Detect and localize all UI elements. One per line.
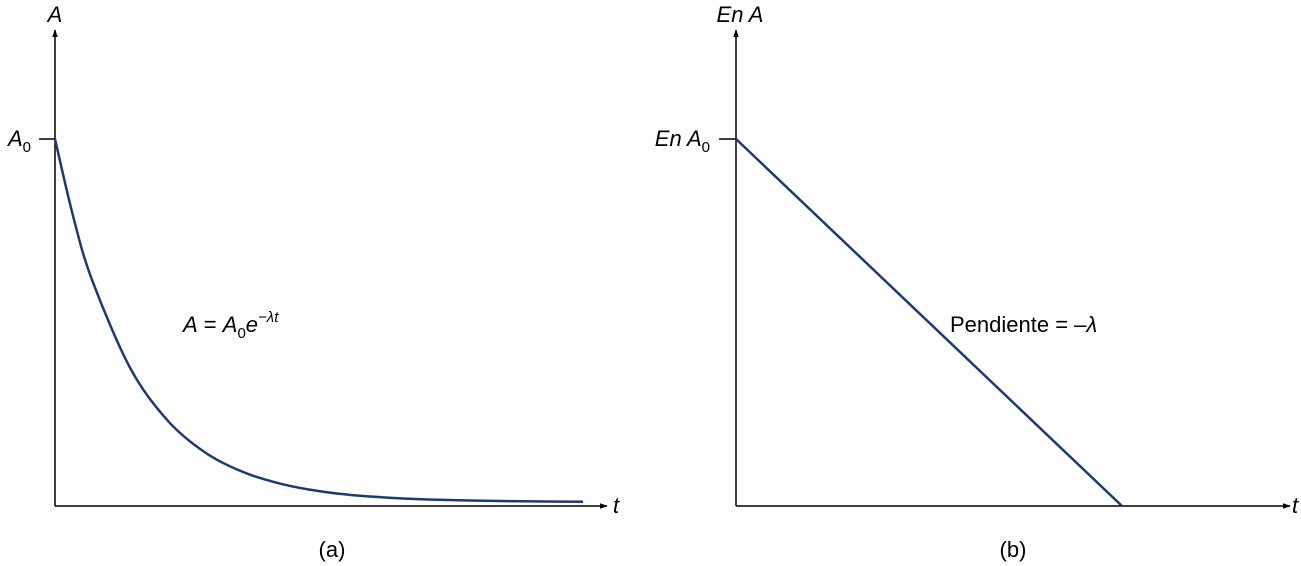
panel-b-log-line: [735, 138, 1123, 507]
panel-a-x-axis-label: t: [613, 493, 620, 518]
panel-b-caption: (b): [1000, 537, 1027, 562]
panel-b-x-axis-label: t: [1292, 493, 1299, 518]
panel-b-y-tick-label: En A0: [655, 126, 710, 156]
panel-b-annotation: Pendiente = –λ: [950, 312, 1097, 337]
panel-a: A t A0 A = A0e−λt (a): [6, 2, 620, 562]
panel-a-y-axis-label: A: [46, 2, 63, 27]
panel-a-y-tick-label: A0: [6, 126, 31, 156]
panel-b: En A t En A0 Pendiente = –λ (b): [655, 2, 1299, 562]
panel-a-annotation: A = A0e−λt: [181, 309, 279, 342]
panel-b-y-axis-label: En A: [717, 2, 764, 27]
panel-a-decay-curve: [53, 138, 584, 503]
panel-a-caption: (a): [319, 537, 346, 562]
